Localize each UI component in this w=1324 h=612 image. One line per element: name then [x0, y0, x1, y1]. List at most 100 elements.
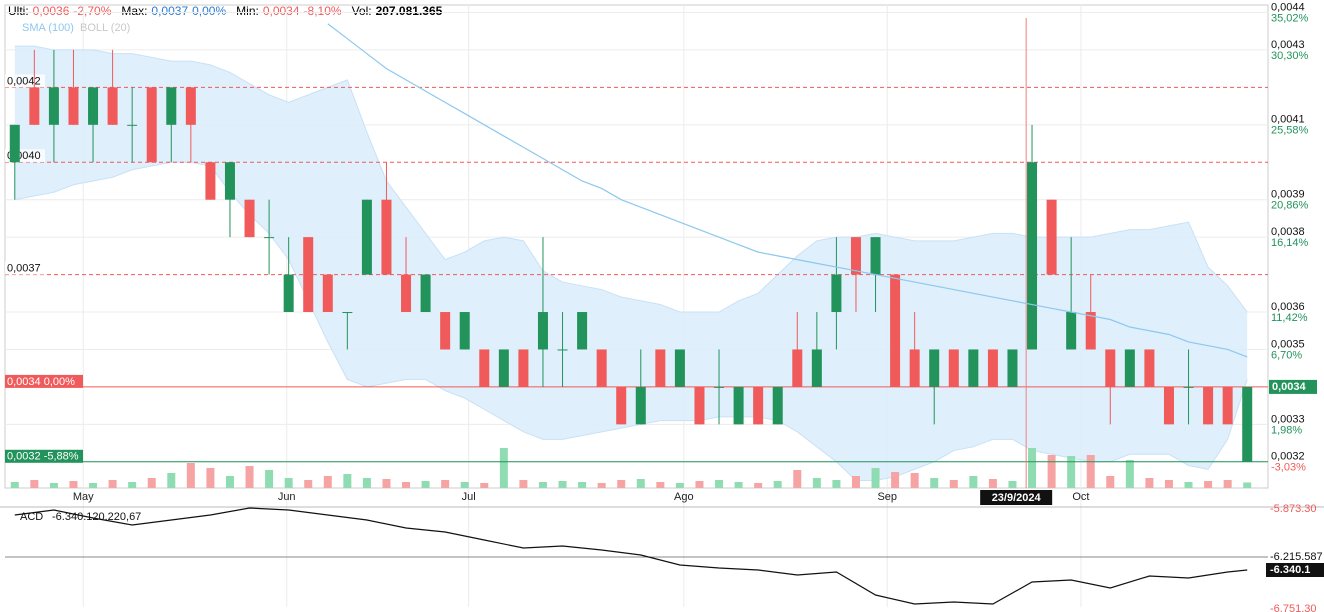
- volume-bar: [1086, 455, 1095, 488]
- volume-bar: [265, 470, 274, 488]
- candle-body: [127, 124, 138, 126]
- volume-bar: [69, 481, 78, 488]
- acd-line: [14, 507, 1248, 605]
- candle-body: [1085, 312, 1096, 350]
- volume-bar: [245, 466, 254, 488]
- volume-bar: [147, 478, 156, 488]
- candle-body: [224, 162, 235, 200]
- crosshair-label: 23/9/2024: [992, 492, 1042, 504]
- volume-bar: [10, 482, 19, 488]
- acd-edge-label: -5.873.30: [1270, 503, 1316, 515]
- volume-bar: [1184, 482, 1193, 488]
- y-tick-percent: 16,14%: [1271, 237, 1309, 249]
- volume-bar: [754, 483, 763, 488]
- candle-body: [361, 199, 372, 275]
- candle-body: [498, 349, 509, 387]
- candle-body: [948, 349, 959, 387]
- x-tick-label: Jun: [278, 491, 296, 503]
- candle-body: [968, 349, 979, 387]
- level-tag: [5, 374, 83, 388]
- candle-body: [244, 199, 255, 238]
- candle-body: [107, 87, 118, 125]
- stat-value: 0,0037: [151, 4, 189, 18]
- y-tick-label: 0,0038: [1271, 226, 1305, 238]
- volume-bar: [304, 480, 313, 488]
- x-tick-label: Ago: [674, 491, 694, 503]
- volume-bar: [578, 482, 587, 488]
- acd-value: -6.340.120.220,67: [52, 511, 141, 523]
- stat-value: 0,0034: [262, 4, 300, 18]
- candle-body: [694, 386, 705, 425]
- y-tick-percent: 30,30%: [1271, 50, 1309, 62]
- candle-body: [557, 349, 568, 351]
- volume-bar: [656, 482, 665, 488]
- y-tick-label: 0,0041: [1271, 114, 1305, 126]
- y-tick-percent: 6,70%: [1271, 349, 1302, 361]
- volume-bar: [597, 483, 606, 488]
- level-tag: [5, 74, 45, 88]
- volume-bar: [382, 479, 391, 488]
- candle-body: [714, 386, 725, 388]
- volume-bar: [480, 483, 489, 488]
- legend-sma: SMA (100): [22, 22, 74, 34]
- y-tick-label: 0,0043: [1271, 39, 1305, 51]
- level-label: 0,0037: [7, 262, 41, 274]
- bollinger-lower: [14, 161, 1248, 482]
- x-tick-label: Jul: [462, 491, 476, 503]
- volume-bar: [1106, 476, 1115, 488]
- level-label: 0,0032 -5,88%: [7, 451, 79, 463]
- axis-bg: [1269, 0, 1324, 612]
- volume-bar: [715, 480, 724, 488]
- stat-label: Max:: [121, 4, 148, 18]
- candle-body: [616, 386, 627, 425]
- last-price-tag: [1269, 379, 1317, 394]
- volume-bar: [695, 481, 704, 488]
- volume-bar: [343, 474, 352, 488]
- candle-body: [537, 312, 548, 350]
- volume-bar: [1243, 482, 1252, 488]
- y-tick-label: 0,0039: [1271, 189, 1305, 201]
- volume-bar: [108, 480, 117, 488]
- candle-body: [518, 349, 529, 387]
- volume-bar: [225, 476, 234, 488]
- candle-body: [264, 237, 275, 239]
- candle-body: [342, 312, 353, 314]
- volume-bar: [1047, 455, 1056, 488]
- candle-body: [1027, 162, 1038, 350]
- candle-body: [459, 312, 470, 350]
- volume-bar: [734, 482, 743, 488]
- volume-bar: [949, 480, 958, 488]
- candle-body: [185, 87, 196, 125]
- y-tick-percent: 1,98%: [1271, 424, 1302, 436]
- candle-body: [1222, 386, 1233, 425]
- x-tick-label: May: [73, 491, 94, 503]
- candle-body: [401, 274, 412, 313]
- volume-bar: [30, 480, 39, 488]
- stat-label: Ulti:: [8, 4, 29, 18]
- volume-bar: [871, 468, 880, 488]
- y-tick-percent: 20,86%: [1271, 200, 1309, 212]
- candle-body: [929, 349, 940, 387]
- candle-body: [596, 349, 607, 387]
- plot-frame: [4, 4, 1269, 489]
- y-tick-percent: 25,58%: [1271, 125, 1309, 137]
- volume-bar: [930, 478, 939, 488]
- volume-bar: [851, 476, 860, 488]
- candle-body: [48, 87, 59, 125]
- candle-body: [322, 274, 333, 313]
- candle-body: [1242, 386, 1253, 462]
- volume-bar: [891, 472, 900, 488]
- candle-body: [909, 349, 920, 387]
- candle-body: [655, 349, 666, 387]
- volume-bar: [167, 473, 176, 488]
- candle-body: [1144, 349, 1155, 387]
- candle-body: [1105, 349, 1116, 387]
- volume-bar: [617, 480, 626, 488]
- y-tick-percent: 35,02%: [1271, 12, 1309, 24]
- volume-bar: [636, 479, 645, 488]
- bollinger-band: [14, 46, 1248, 481]
- volume-bar: [186, 463, 195, 488]
- candle-body: [635, 386, 646, 425]
- y-tick-percent: -3,03%: [1271, 462, 1306, 474]
- candle-body: [987, 349, 998, 387]
